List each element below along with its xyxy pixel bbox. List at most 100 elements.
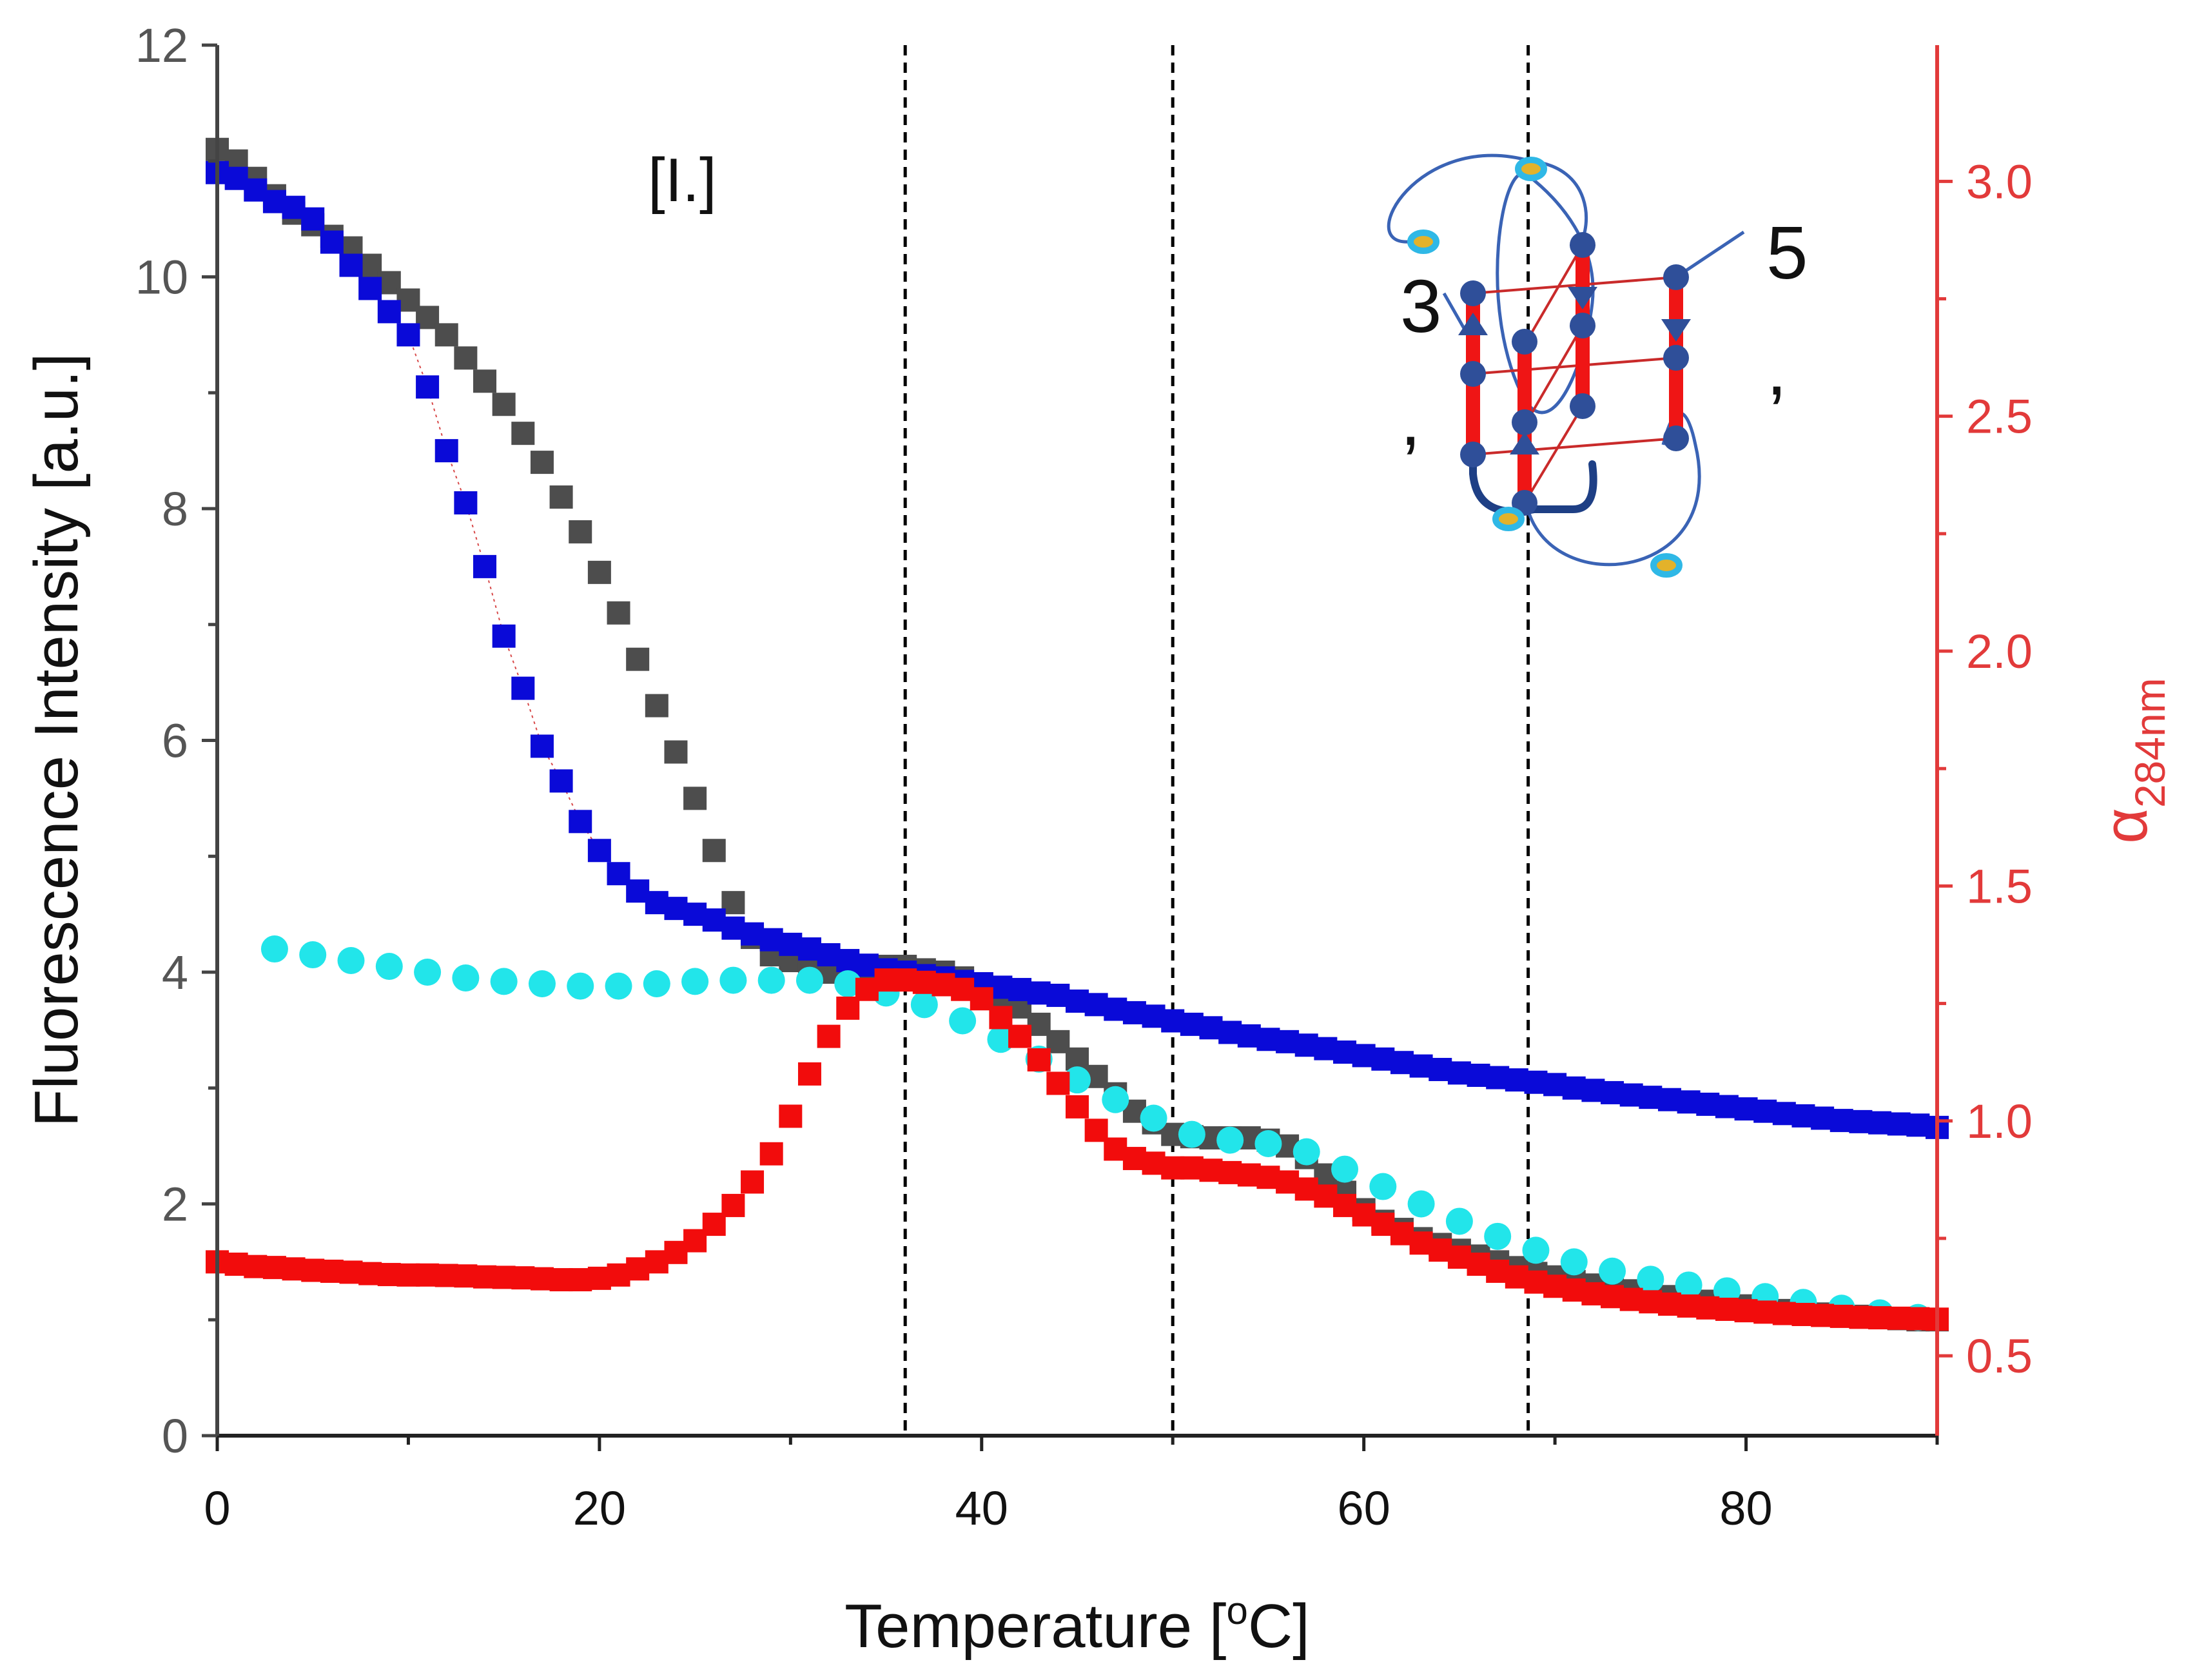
blue-point <box>434 439 458 463</box>
blue-point <box>358 277 382 300</box>
cyan-point <box>643 970 670 997</box>
red-point <box>779 1104 803 1128</box>
cyan-point <box>1637 1265 1664 1293</box>
y-tick-label: 4 <box>162 946 188 999</box>
dark-gray-point <box>492 393 516 416</box>
red-point <box>1046 1071 1070 1095</box>
cyan-point <box>490 968 518 995</box>
cyan-point <box>1140 1104 1167 1132</box>
strand-5-end <box>1675 230 1745 279</box>
blue-point <box>320 230 344 254</box>
dark-gray-point <box>664 740 688 764</box>
red-point <box>817 1024 841 1048</box>
cyan-point <box>567 972 594 1000</box>
x-tick-label: 20 <box>573 1481 626 1535</box>
x-axis-title-tail: C] <box>1248 1592 1310 1661</box>
y2-tick-label: 0.5 <box>1966 1329 2033 1383</box>
dark-gray-point <box>569 520 592 543</box>
blue-point <box>301 207 325 231</box>
y2-ticks: 0.5 1.0 1.5 2.0 2.5 3.0 <box>1937 155 2033 1383</box>
quadruplex-diagram: 3 , 5 , <box>1387 153 1808 578</box>
y-axis-title: Fluorescence Intensity [a.u.] <box>22 353 91 1128</box>
cyan-point <box>987 1026 1015 1053</box>
blue-point <box>569 810 592 834</box>
dark-gray-point <box>549 485 573 509</box>
dashed-guides <box>903 45 1530 1436</box>
cyan-point <box>1293 1138 1320 1166</box>
red-point <box>759 1142 783 1166</box>
cyan-point <box>1522 1236 1550 1264</box>
blue-point <box>339 253 363 277</box>
dark-gray-point <box>702 839 726 863</box>
red-point <box>797 1062 821 1086</box>
dark-gray-point <box>607 601 630 625</box>
cyan-point <box>1064 1066 1091 1094</box>
dark-gray-point <box>473 369 497 393</box>
cyan-point <box>1445 1207 1473 1235</box>
x-tick-label: 80 <box>1719 1481 1772 1535</box>
cyan-point <box>375 953 403 981</box>
cyan-point <box>949 1007 977 1035</box>
cyan-point <box>1407 1190 1435 1218</box>
loop-top <box>1387 153 1588 246</box>
red-point <box>741 1170 765 1194</box>
cyan-point <box>260 935 288 963</box>
cyan-point <box>337 947 365 975</box>
svg-text:,: , <box>1400 377 1421 461</box>
series-layer <box>206 137 1949 1332</box>
y-tick-label: 2 <box>162 1178 188 1231</box>
cyan-point <box>1331 1155 1359 1183</box>
y-tick-label: 6 <box>162 714 188 768</box>
blue-point <box>416 375 440 399</box>
y2-axis-title-main: α <box>2091 808 2160 844</box>
blue-series <box>206 161 1949 1139</box>
cyan-point <box>1599 1257 1626 1285</box>
cyan-point <box>1216 1126 1244 1154</box>
y-ticks: 0 2 4 6 8 10 12 <box>135 19 217 1463</box>
y2-tick-label: 2.0 <box>1966 625 2033 678</box>
cyan-point <box>1254 1130 1282 1158</box>
dark-gray-point <box>434 323 458 347</box>
x-ticks: 0 20 40 60 80 <box>204 1436 1939 1535</box>
y2-tick-label: 1.0 <box>1966 1095 2033 1148</box>
svg-text:3: 3 <box>1400 264 1442 348</box>
cyan-point <box>719 966 747 994</box>
svg-text:5: 5 <box>1766 211 1808 295</box>
x-axis-title-main: Temperature [ <box>844 1592 1226 1661</box>
blue-point <box>473 554 497 578</box>
cyan-point <box>834 970 862 997</box>
cyan-point <box>605 972 632 1000</box>
red-point <box>721 1193 745 1217</box>
cyan-point <box>452 964 480 991</box>
cyan-point <box>681 968 709 995</box>
cyan-point <box>795 966 823 994</box>
dark-gray-point <box>683 786 707 810</box>
blue-point <box>396 323 420 347</box>
x-tick-label: 0 <box>204 1481 230 1535</box>
y-tick-label: 12 <box>135 19 188 72</box>
cyan-point <box>1102 1086 1129 1113</box>
red-point <box>1008 1024 1032 1048</box>
panel-annotation: [I.] <box>648 146 717 215</box>
y2-axis-title-sub: 284nm <box>2126 678 2174 808</box>
y2-tick-label: 3.0 <box>1966 155 2033 208</box>
dark-gray-point <box>626 647 650 671</box>
cyan-point <box>1560 1248 1588 1276</box>
red-series <box>206 968 1949 1331</box>
x-tick-label: 40 <box>955 1481 1008 1535</box>
cyan-point <box>1675 1271 1702 1299</box>
y2-tick-label: 2.5 <box>1966 390 2033 444</box>
blue-point <box>587 839 611 863</box>
x-tick-label: 60 <box>1338 1481 1390 1535</box>
y-tick-label: 10 <box>135 251 188 304</box>
blue-point <box>549 769 573 793</box>
dark-gray-point <box>511 422 535 445</box>
blue-point <box>492 624 516 648</box>
y2-axis-title: α284nm <box>2091 678 2174 843</box>
dark-gray-point <box>645 694 668 718</box>
y-tick-label: 8 <box>162 482 188 536</box>
x-axis-title-sup: o <box>1226 1589 1247 1632</box>
cyan-point <box>910 991 938 1019</box>
y-tick-label: 0 <box>162 1409 188 1463</box>
